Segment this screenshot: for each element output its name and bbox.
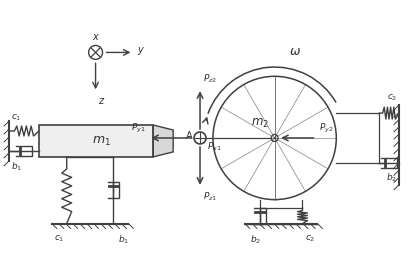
- Text: $z$: $z$: [98, 96, 105, 106]
- Text: $P_{x1}$: $P_{x1}$: [207, 141, 222, 153]
- Text: $c_2$: $c_2$: [387, 93, 397, 103]
- Text: $m_2$: $m_2$: [251, 116, 268, 130]
- Text: $b_2$: $b_2$: [386, 172, 397, 184]
- Text: $c_2$: $c_2$: [305, 233, 316, 244]
- Text: $b_1$: $b_1$: [118, 233, 129, 246]
- Text: $\omega$: $\omega$: [288, 45, 300, 58]
- Text: $P_{y1}$: $P_{y1}$: [131, 122, 145, 135]
- Text: $m_1$: $m_1$: [92, 134, 111, 148]
- Text: $c_1$: $c_1$: [53, 233, 64, 244]
- Text: $b_1$: $b_1$: [11, 161, 22, 173]
- Text: $y$: $y$: [137, 45, 146, 58]
- Text: $x$: $x$: [91, 32, 100, 43]
- Text: $P_{z2}$: $P_{z2}$: [203, 73, 217, 85]
- Text: $c_1$: $c_1$: [11, 112, 22, 123]
- Bar: [39, 125, 153, 157]
- Text: $P_{y2}$: $P_{y2}$: [319, 122, 334, 135]
- Text: A: A: [186, 131, 192, 141]
- Text: $P_{z1}$: $P_{z1}$: [203, 191, 217, 203]
- Text: $b_2$: $b_2$: [250, 233, 261, 246]
- Polygon shape: [153, 125, 173, 157]
